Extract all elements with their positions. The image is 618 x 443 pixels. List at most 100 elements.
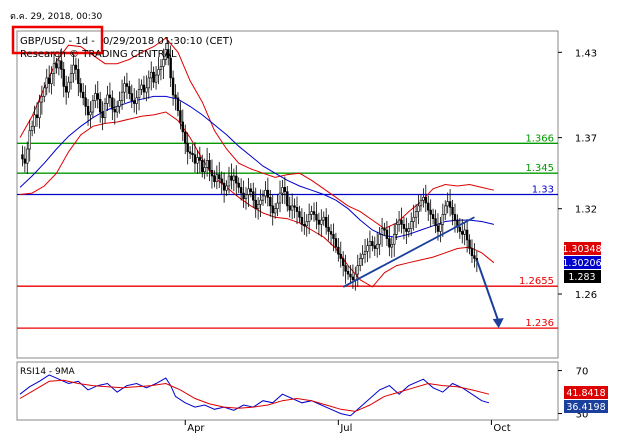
candle-body <box>320 219 323 225</box>
candle-body <box>96 93 99 100</box>
candle-body <box>256 204 260 210</box>
candle-body <box>106 94 109 104</box>
candle-body <box>400 219 403 225</box>
candle-body <box>463 229 466 235</box>
candle-body <box>461 231 464 235</box>
candles <box>21 40 479 291</box>
candle-body <box>405 228 408 232</box>
candle-body <box>322 216 325 221</box>
candle-body <box>290 205 294 211</box>
candle-body <box>395 224 398 235</box>
candle-body <box>50 73 53 84</box>
candle-body <box>196 157 199 164</box>
candle-body <box>232 175 236 181</box>
candle-body <box>198 157 202 161</box>
price-tick-label: 1.37 <box>575 134 597 145</box>
candle-body <box>179 110 182 123</box>
candle-body <box>436 225 440 232</box>
time-tick-label: Apr <box>187 423 205 434</box>
rsi-panel: 70 30 41.8418 36.4198 RSI14 - 9MA <box>16 361 608 421</box>
candle-body <box>470 248 474 256</box>
candle-body <box>247 188 250 195</box>
candle-body <box>351 276 355 281</box>
candle-body <box>23 158 27 164</box>
candle-body <box>239 187 243 194</box>
candle-body <box>157 69 160 76</box>
candle-body <box>293 205 296 208</box>
candle-body <box>242 192 245 200</box>
candle-body <box>310 211 313 215</box>
candle-body <box>366 245 369 252</box>
time-axis: Apr Jul Oct <box>184 420 511 434</box>
candle-body <box>145 87 148 93</box>
candle-body <box>451 206 454 215</box>
candle-body <box>45 77 48 89</box>
candle-body <box>72 64 75 74</box>
candle-body <box>55 63 58 69</box>
value-tag-label: 1.30348 <box>562 244 601 255</box>
candle-body <box>28 130 31 150</box>
candle-body <box>98 98 102 113</box>
time-tick-label: Jul <box>339 423 352 434</box>
candle-body <box>312 211 316 215</box>
trendline-and-arrow <box>342 216 504 329</box>
candle-body <box>388 238 391 248</box>
candle-body <box>410 221 413 229</box>
candle-body <box>300 216 304 225</box>
value-tag-label: 1.283 <box>568 272 595 283</box>
candle-body <box>154 74 158 83</box>
candle-body <box>254 199 257 210</box>
value-tag-label: 1.30206 <box>562 258 601 269</box>
candle-body <box>349 273 352 278</box>
candle-body <box>74 64 78 70</box>
candle-body <box>402 224 406 229</box>
candle-body <box>21 154 24 160</box>
candle-body <box>266 189 270 198</box>
candle-body <box>120 91 124 101</box>
candle-body <box>259 199 262 205</box>
candle-body <box>390 243 393 248</box>
candle-body <box>397 219 401 225</box>
candle-body <box>208 160 211 171</box>
candle-body <box>276 202 279 210</box>
candle-body <box>38 101 41 119</box>
candle-body <box>125 83 129 87</box>
candle-body <box>458 226 462 232</box>
candle-body <box>358 258 362 266</box>
candle-body <box>167 49 170 59</box>
candle-body <box>47 77 51 84</box>
candle-body <box>186 143 189 153</box>
candle-body <box>244 194 248 200</box>
candle-body <box>237 182 240 188</box>
candle-body <box>249 188 253 192</box>
candle-body <box>118 100 121 107</box>
price-tick-label: 1.32 <box>575 205 597 216</box>
support-resistance-levels <box>17 142 558 329</box>
candle-body <box>91 100 95 113</box>
candle-body <box>427 202 430 211</box>
candle-body <box>30 125 34 131</box>
candle-body <box>40 96 44 103</box>
rsi-value-tag-box <box>564 386 608 399</box>
candle-body <box>218 174 221 180</box>
candle-body <box>252 191 255 201</box>
candle-body <box>441 214 445 225</box>
level-label: 1.345 <box>525 163 554 174</box>
candle-body <box>385 229 389 239</box>
candle-body <box>174 94 177 99</box>
value-tag-box <box>564 256 601 269</box>
candle-body <box>142 84 146 93</box>
rsi-value-tags: 41.8418 36.4198 <box>564 386 608 413</box>
value-tag-box <box>564 270 601 283</box>
source-label: Research © TRADING CENTRAL <box>20 49 177 60</box>
timestamp-label: 0/29/2018 01:30:10 (CET) <box>103 36 233 47</box>
candle-body <box>133 100 136 104</box>
candle-body <box>116 106 119 113</box>
candle-body <box>298 211 301 218</box>
candle-body <box>62 69 65 87</box>
rsi-tick-label: 30 <box>576 410 589 421</box>
trendline <box>342 216 475 288</box>
instrument-highlight-box <box>11 25 104 55</box>
candle-body <box>77 69 80 84</box>
